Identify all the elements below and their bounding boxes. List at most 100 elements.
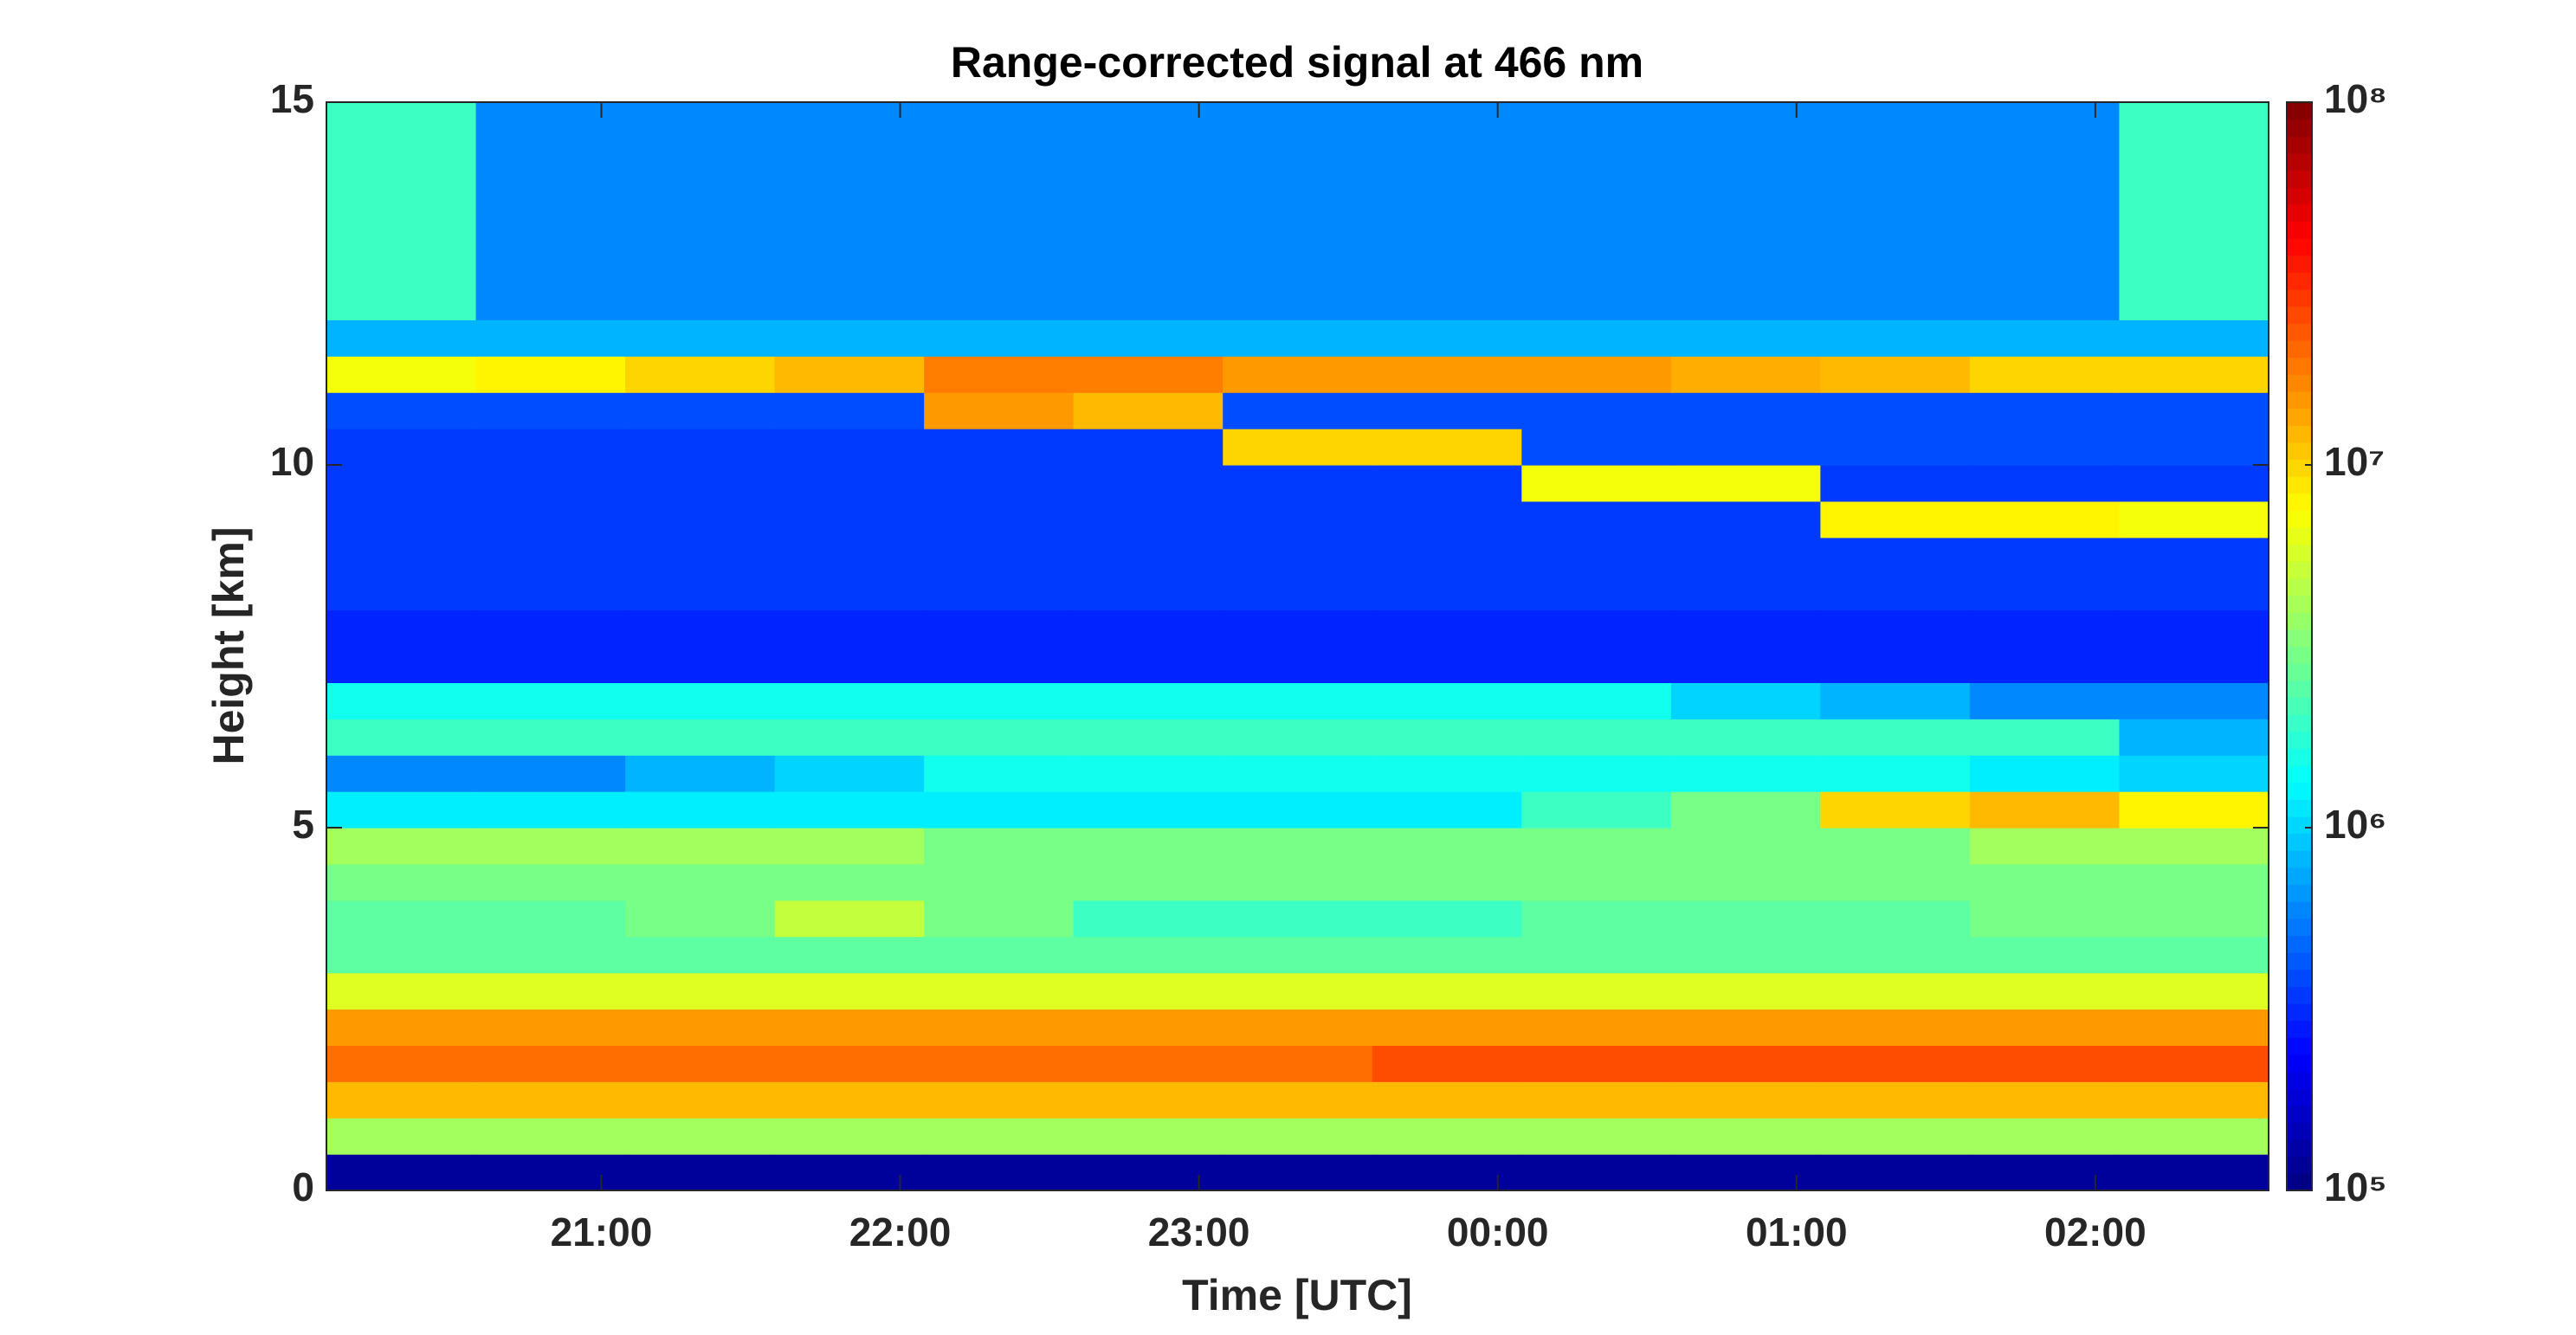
heatmap-cell [475, 1009, 626, 1046]
heatmap-cell [625, 900, 776, 938]
heatmap-cell [774, 791, 925, 829]
heatmap-cell [475, 319, 626, 357]
heatmap-cell [1521, 356, 1672, 393]
heatmap-cell [1372, 900, 1522, 938]
heatmap-cell [924, 863, 1075, 901]
heatmap-cell [1820, 682, 1971, 719]
heatmap-cell [625, 283, 776, 320]
colorbar-step [2287, 612, 2312, 630]
heatmap-cell [1223, 500, 1373, 539]
heatmap-cell [774, 972, 925, 1010]
heatmap-cell [326, 138, 477, 176]
heatmap-cell [1223, 319, 1373, 357]
heatmap-cell [625, 1081, 776, 1119]
heatmap-cell [475, 1154, 626, 1191]
heatmap-cell [475, 573, 626, 611]
heatmap-cell [1521, 972, 1672, 1010]
y-tick-label: 15 [270, 76, 314, 121]
heatmap-cell [1073, 791, 1223, 829]
colorbar-step [2287, 764, 2312, 784]
heatmap-cell [1521, 863, 1672, 901]
heatmap-cell [1820, 828, 1971, 865]
heatmap-cell [1820, 392, 1971, 429]
heatmap-cell [1223, 1154, 1373, 1191]
colorbar-step [2287, 629, 2312, 648]
colorbar-step [2287, 1088, 2312, 1106]
heatmap-cell [1223, 972, 1373, 1010]
colorbar-tick-label: 10⁷ [2324, 439, 2385, 484]
heatmap-cell [326, 936, 477, 974]
heatmap-cell [924, 936, 1075, 974]
heatmap-cell [1073, 936, 1223, 974]
heatmap-cell [326, 1154, 477, 1191]
heatmap-cell [1073, 537, 1223, 575]
heatmap-cell [2119, 863, 2269, 901]
heatmap-cell [1223, 102, 1373, 139]
colorbar-step [2287, 1139, 2312, 1158]
heatmap-cell [1372, 102, 1522, 139]
heatmap-cell [475, 646, 626, 683]
heatmap-cell [475, 1118, 626, 1155]
heatmap-cell [475, 1045, 626, 1082]
y-tick-label: 0 [292, 1164, 314, 1209]
heatmap-cell [2119, 900, 2269, 938]
heatmap-cell [774, 1118, 925, 1155]
heatmap-cell [1521, 319, 1672, 357]
heatmap-cell [1372, 465, 1522, 502]
heatmap-cell [1521, 138, 1672, 176]
colorbar-step [2287, 1071, 2312, 1089]
heatmap-cell [1521, 573, 1672, 611]
heatmap-cell [625, 392, 776, 429]
heatmap-cell [1670, 972, 1821, 1010]
colorbar-step [2287, 272, 2312, 290]
heatmap-cell [2119, 138, 2269, 176]
heatmap-cell [1670, 392, 1821, 429]
heatmap-cell [1820, 500, 1971, 539]
colorbar-step [2287, 323, 2312, 341]
heatmap-cell [326, 174, 477, 212]
colorbar-step [2287, 238, 2312, 256]
heatmap-cell [1820, 102, 1971, 139]
heatmap-cell [326, 719, 477, 756]
heatmap-cell [2119, 283, 2269, 320]
heatmap-cell [774, 429, 925, 466]
heatmap-cell [326, 465, 477, 502]
heatmap-cell [1820, 210, 1971, 248]
heatmap-cell [475, 392, 626, 429]
heatmap-cell [1521, 429, 1672, 466]
heatmap-cell [1820, 174, 1971, 212]
heatmap-cell [1223, 828, 1373, 865]
heatmap-cell [774, 682, 925, 719]
heatmap-cell [2119, 537, 2269, 575]
heatmap-cell [1969, 102, 2121, 139]
heatmap-cell [1969, 429, 2121, 466]
colorbar-tick-label: 10⁶ [2324, 802, 2386, 847]
heatmap-cell [1670, 719, 1821, 756]
heatmap-cell [1820, 1081, 1971, 1119]
heatmap-cell [1820, 972, 1971, 1010]
heatmap-cell [1223, 900, 1373, 938]
colorbar-step [2287, 357, 2312, 375]
colorbar-step [2287, 221, 2312, 239]
heatmap-cell [1670, 573, 1821, 611]
heatmap-cell [1820, 1118, 1971, 1155]
heatmap-cell [1073, 283, 1223, 320]
colorbar-step [2287, 697, 2312, 715]
heatmap-cell [1670, 247, 1821, 285]
heatmap-cell [1820, 319, 1971, 357]
heatmap-cell [774, 1045, 925, 1082]
heatmap-cell [1073, 1081, 1223, 1119]
heatmap-cell [1670, 1118, 1821, 1155]
heatmap-cell [1670, 537, 1821, 575]
heatmap-cell [1372, 283, 1522, 320]
x-tick-label: 00:00 [1447, 1209, 1549, 1254]
colorbar-step [2287, 306, 2312, 324]
heatmap-cell [1670, 755, 1821, 792]
colorbar-step [2287, 1020, 2312, 1038]
heatmap-cell [1670, 1009, 1821, 1046]
heatmap-cell [1820, 609, 1971, 648]
heatmap-cell [625, 863, 776, 901]
heatmap-cell [326, 1045, 477, 1082]
colorbar-step [2287, 935, 2312, 953]
heatmap-cell [1223, 573, 1373, 611]
